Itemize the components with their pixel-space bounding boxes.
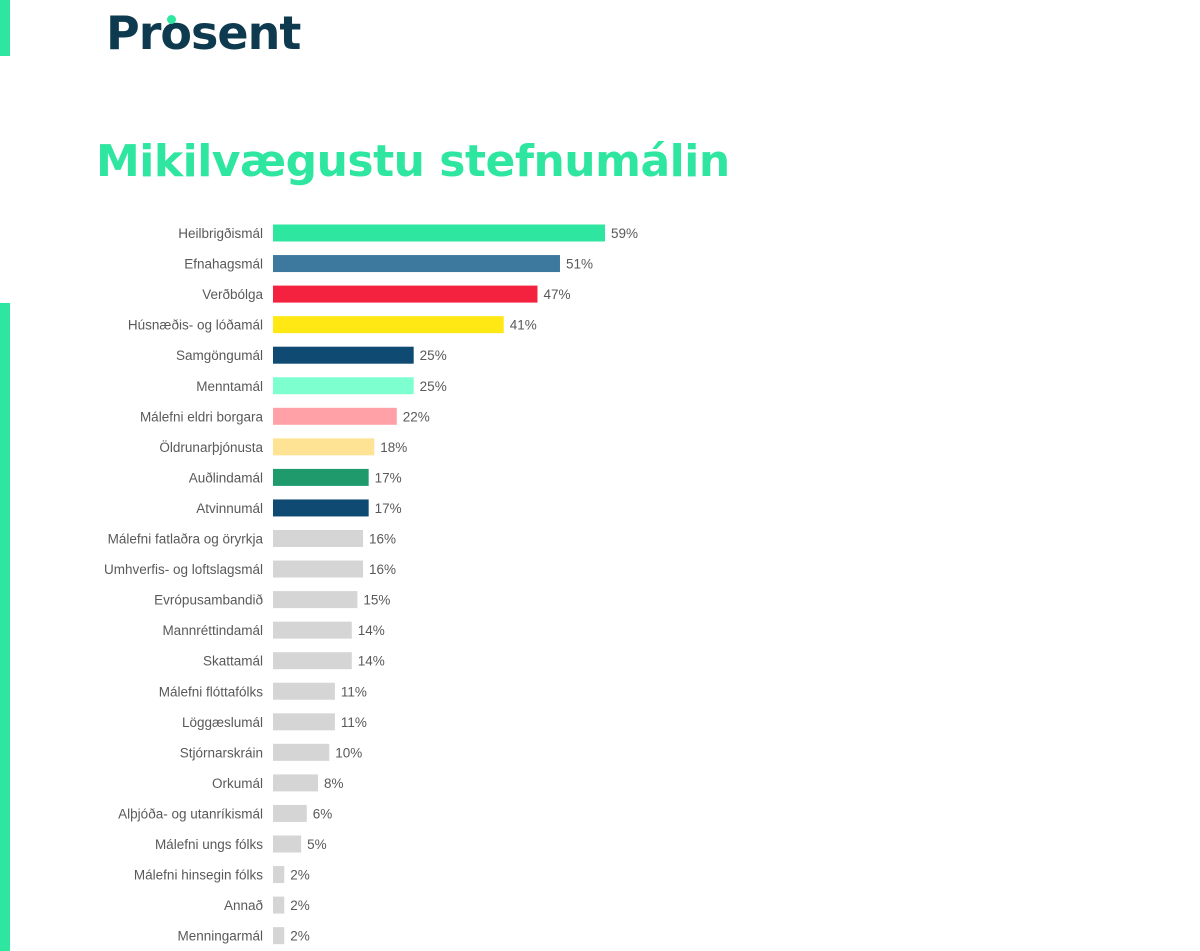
value-label: 14%: [358, 623, 385, 638]
logo-dot-icon: [167, 15, 176, 24]
value-label: 5%: [307, 837, 327, 852]
value-label: 10%: [335, 745, 362, 760]
value-label: 41%: [510, 318, 537, 333]
chart-title: Mikilvægustu stefnumálin: [96, 136, 730, 187]
value-label: 11%: [341, 684, 367, 699]
category-label: Málefni eldri borgara: [140, 409, 264, 424]
bar: [273, 407, 397, 425]
category-label: Málefni ungs fólks: [155, 837, 263, 852]
value-label: 16%: [369, 532, 396, 547]
value-label: 2%: [290, 868, 310, 883]
value-label: 2%: [290, 898, 310, 913]
category-label: Menntamál: [196, 379, 263, 394]
bar: [273, 804, 307, 822]
bar: [273, 438, 375, 456]
category-label: Heilbrigðismál: [178, 226, 263, 241]
category-label: Löggæslumál: [182, 715, 263, 730]
bar: [273, 316, 504, 334]
value-label: 51%: [566, 257, 593, 272]
logo-text: Prosent: [106, 6, 301, 60]
category-label: Annað: [224, 898, 263, 913]
value-label: 25%: [420, 379, 447, 394]
value-label: 59%: [611, 226, 638, 241]
category-label: Stjórnarskráin: [180, 745, 263, 760]
value-label: 6%: [313, 806, 333, 821]
bar: [273, 866, 285, 884]
category-label: Auðlindamál: [189, 470, 263, 485]
bar: [273, 835, 302, 853]
value-label: 11%: [341, 715, 367, 730]
category-label: Efnahagsmál: [184, 257, 263, 272]
value-label: 17%: [375, 470, 402, 485]
category-label: Evrópusambandið: [154, 593, 263, 608]
value-label: 2%: [290, 929, 310, 944]
bar: [273, 774, 319, 792]
bar: [273, 224, 605, 242]
category-label: Orkumál: [212, 776, 263, 791]
bar: [273, 346, 414, 364]
bar: [273, 530, 364, 547]
bar: [273, 927, 285, 945]
bar: [273, 468, 369, 486]
value-label: 17%: [375, 501, 402, 516]
category-label: Alþjóða- og utanríkismál: [118, 806, 263, 821]
bar: [273, 713, 335, 731]
value-label: 15%: [363, 593, 390, 608]
bar: [273, 591, 358, 609]
accent-bar-top: [0, 0, 10, 56]
category-label: Samgöngumál: [176, 348, 263, 363]
bar: [273, 743, 330, 761]
bar: [273, 896, 285, 914]
bar: [273, 255, 560, 273]
accent-bar-side: [0, 303, 10, 951]
category-label: Málefni fatlaðra og öryrkja: [108, 532, 264, 547]
category-label: Menningarmál: [177, 929, 263, 944]
category-label: Málefni flóttafólks: [159, 684, 264, 699]
category-label: Málefni hinsegin fólks: [134, 868, 263, 883]
category-label: Skattamál: [203, 654, 263, 669]
value-label: 25%: [420, 348, 447, 363]
bar: [273, 682, 335, 700]
bar: [273, 560, 364, 578]
bar: [273, 652, 352, 670]
value-label: 8%: [324, 776, 344, 791]
value-label: 18%: [380, 440, 407, 455]
bar: [273, 499, 369, 517]
category-label: Öldrunarþjónusta: [159, 440, 263, 455]
category-label: Verðbólga: [202, 287, 263, 302]
category-label: Mannréttindamál: [162, 623, 263, 638]
category-label: Húsnæðis- og lóðamál: [128, 318, 263, 333]
bar: [273, 621, 352, 639]
value-label: 14%: [358, 654, 385, 669]
value-label: 22%: [403, 409, 430, 424]
bar: [273, 285, 538, 303]
category-label: Atvinnumál: [196, 501, 263, 516]
bar-chart: Heilbrigðismál 59% Efnahagsmál 51% Verðbólga…: [104, 224, 638, 945]
value-label: 16%: [369, 562, 396, 577]
value-label: 47%: [543, 287, 570, 302]
prosent-logo: Prosent: [106, 6, 301, 60]
category-label: Umhverfis- og loftslagsmál: [104, 562, 263, 577]
bar: [273, 377, 414, 395]
